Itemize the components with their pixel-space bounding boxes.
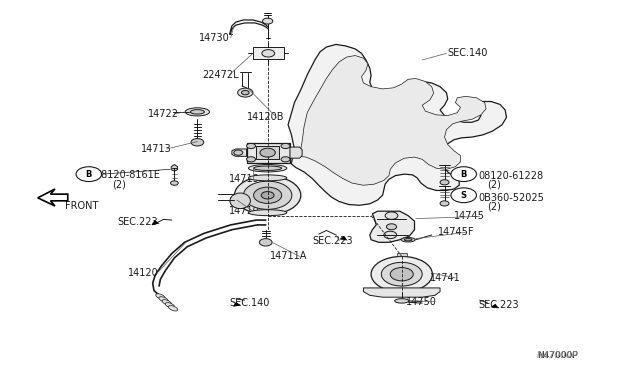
Text: 14711A: 14711A bbox=[270, 251, 308, 262]
Ellipse shape bbox=[156, 294, 165, 299]
Polygon shape bbox=[152, 220, 159, 225]
Ellipse shape bbox=[162, 300, 172, 305]
Text: 14713: 14713 bbox=[141, 144, 172, 154]
Circle shape bbox=[171, 181, 178, 185]
Polygon shape bbox=[490, 304, 499, 308]
Polygon shape bbox=[364, 288, 440, 297]
Text: B: B bbox=[86, 170, 92, 179]
Circle shape bbox=[371, 256, 433, 292]
Circle shape bbox=[451, 188, 476, 203]
Polygon shape bbox=[288, 44, 506, 205]
Bar bbox=[246, 142, 290, 163]
Text: B: B bbox=[92, 170, 99, 179]
Circle shape bbox=[241, 90, 249, 95]
Circle shape bbox=[281, 157, 290, 162]
Text: N47000P: N47000P bbox=[537, 351, 578, 360]
Text: SEC.223: SEC.223 bbox=[117, 217, 157, 227]
Ellipse shape bbox=[248, 164, 287, 172]
Text: SEC.223: SEC.223 bbox=[478, 300, 519, 310]
Ellipse shape bbox=[165, 303, 175, 308]
Circle shape bbox=[440, 180, 449, 185]
Circle shape bbox=[260, 148, 275, 157]
Ellipse shape bbox=[168, 306, 178, 311]
Bar bbox=[256, 146, 279, 159]
Text: 08120-61228: 08120-61228 bbox=[478, 171, 543, 181]
Text: 14741: 14741 bbox=[430, 273, 461, 283]
Circle shape bbox=[440, 201, 449, 206]
Text: SEC.140: SEC.140 bbox=[448, 48, 488, 58]
Circle shape bbox=[384, 231, 397, 238]
Ellipse shape bbox=[159, 297, 168, 302]
Bar bbox=[397, 253, 407, 256]
Ellipse shape bbox=[395, 299, 409, 303]
Bar bbox=[253, 47, 284, 59]
Circle shape bbox=[262, 49, 275, 57]
Circle shape bbox=[262, 18, 273, 24]
Text: 08120-8161E: 08120-8161E bbox=[95, 170, 160, 180]
Circle shape bbox=[253, 187, 282, 203]
Polygon shape bbox=[339, 236, 348, 240]
Circle shape bbox=[451, 167, 476, 182]
Circle shape bbox=[243, 181, 292, 209]
Ellipse shape bbox=[190, 110, 204, 114]
Circle shape bbox=[390, 267, 413, 281]
Circle shape bbox=[261, 192, 274, 199]
Polygon shape bbox=[232, 149, 246, 156]
Polygon shape bbox=[233, 302, 241, 307]
Polygon shape bbox=[38, 189, 68, 206]
Text: 0B360-52025: 0B360-52025 bbox=[478, 193, 544, 203]
Ellipse shape bbox=[253, 166, 282, 170]
Circle shape bbox=[385, 212, 398, 219]
Ellipse shape bbox=[230, 193, 250, 209]
Text: N47000P: N47000P bbox=[537, 351, 578, 360]
Text: 14120: 14120 bbox=[129, 268, 159, 278]
Circle shape bbox=[237, 88, 253, 97]
Circle shape bbox=[259, 238, 272, 246]
Text: 14710: 14710 bbox=[229, 206, 260, 216]
Ellipse shape bbox=[248, 210, 287, 216]
Text: SEC.223: SEC.223 bbox=[312, 236, 353, 246]
Text: SEC.140: SEC.140 bbox=[229, 298, 269, 308]
Text: (2): (2) bbox=[487, 201, 501, 211]
Polygon shape bbox=[172, 164, 177, 171]
Polygon shape bbox=[290, 147, 302, 158]
Text: 14719: 14719 bbox=[229, 174, 260, 185]
Circle shape bbox=[191, 138, 204, 146]
Text: S: S bbox=[461, 191, 467, 200]
Polygon shape bbox=[300, 55, 486, 185]
Text: 14120B: 14120B bbox=[246, 112, 284, 122]
Circle shape bbox=[246, 143, 255, 148]
Circle shape bbox=[281, 143, 290, 148]
Text: 14745F: 14745F bbox=[438, 227, 475, 237]
Text: (2): (2) bbox=[487, 179, 501, 189]
Text: 14722: 14722 bbox=[148, 109, 179, 119]
Ellipse shape bbox=[404, 238, 412, 241]
Ellipse shape bbox=[401, 237, 415, 242]
Circle shape bbox=[381, 262, 422, 286]
Text: FRONT: FRONT bbox=[65, 201, 98, 211]
Text: 14745: 14745 bbox=[454, 211, 485, 221]
Ellipse shape bbox=[185, 108, 209, 116]
Circle shape bbox=[76, 167, 102, 182]
Text: (2): (2) bbox=[113, 179, 126, 189]
Circle shape bbox=[234, 176, 301, 215]
Circle shape bbox=[387, 224, 397, 230]
Circle shape bbox=[246, 157, 255, 162]
Text: 14750: 14750 bbox=[406, 296, 437, 307]
Ellipse shape bbox=[248, 175, 287, 181]
Polygon shape bbox=[230, 196, 250, 206]
Text: 22472L: 22472L bbox=[202, 70, 239, 80]
Text: B: B bbox=[461, 170, 467, 179]
Text: 14730: 14730 bbox=[198, 33, 229, 43]
Circle shape bbox=[234, 150, 243, 155]
Polygon shape bbox=[370, 211, 415, 242]
